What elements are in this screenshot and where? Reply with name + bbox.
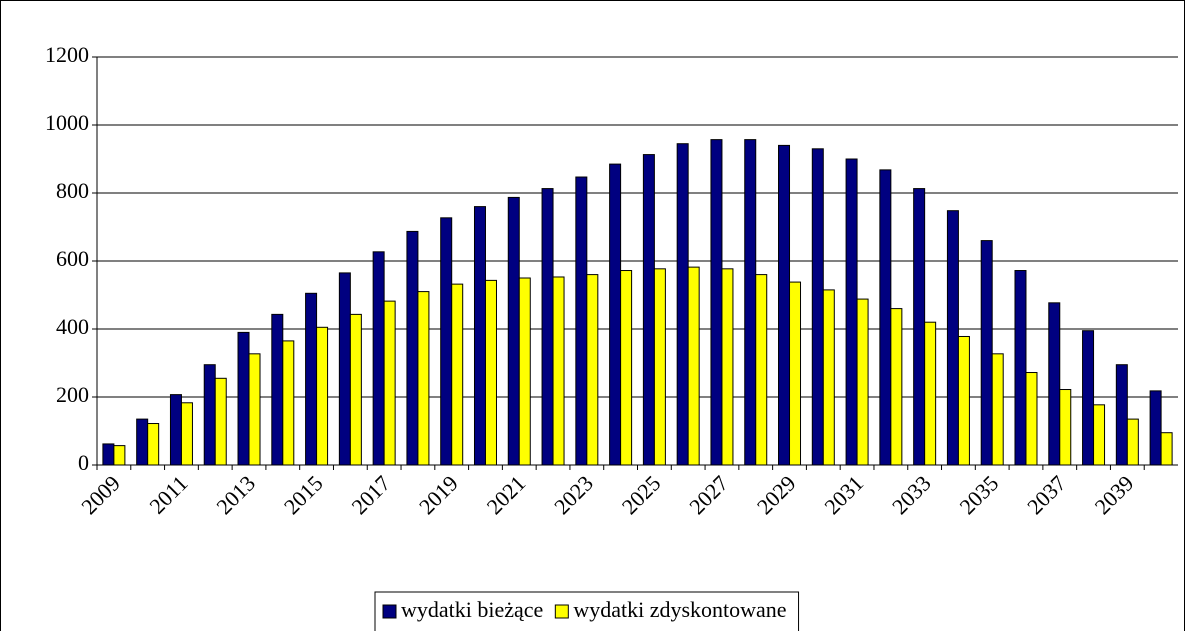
bar: [811, 148, 824, 466]
y-tick-label: 800: [56, 178, 89, 203]
legend: wydatki bieżące wydatki zdyskontowane: [374, 591, 800, 636]
bar: [552, 276, 565, 466]
y-tick-label: 0: [78, 450, 89, 475]
bar: [1149, 390, 1162, 466]
bar: [180, 402, 193, 466]
bar: [372, 251, 385, 466]
bar: [518, 277, 531, 466]
bar: [203, 364, 216, 466]
bar: [586, 274, 599, 466]
bar: [147, 423, 160, 466]
bar: [282, 340, 295, 466]
bar: [338, 272, 351, 466]
bar: [1093, 404, 1106, 466]
bar: [248, 353, 261, 466]
y-tick-label: 400: [56, 314, 89, 339]
bar: [169, 394, 182, 466]
bar: [1014, 270, 1027, 466]
legend-label: wydatki bieżące: [401, 597, 543, 622]
bar: [237, 331, 250, 466]
bar: [687, 266, 700, 466]
bar: [845, 158, 858, 466]
bar: [102, 443, 115, 466]
bar: [913, 188, 926, 466]
bar: [1126, 418, 1139, 466]
legend-swatch: [554, 604, 569, 619]
y-tick-label: 200: [56, 382, 89, 407]
bar: [991, 353, 1004, 466]
bar: [676, 143, 689, 466]
bar: [113, 445, 126, 466]
bar: [620, 270, 633, 466]
bar: [755, 274, 768, 466]
bar: [305, 292, 318, 466]
bar: [271, 313, 284, 466]
bar: [721, 268, 734, 466]
bar: [980, 240, 993, 466]
bar: [653, 268, 666, 466]
bar: [642, 154, 655, 466]
bar: [890, 308, 903, 466]
y-tick-label: 600: [56, 246, 89, 271]
bar: [316, 326, 329, 466]
bar: [789, 281, 802, 466]
bar: [440, 217, 453, 466]
bar: [406, 230, 419, 466]
bar: [778, 144, 791, 466]
bar: [507, 196, 520, 466]
bar: [484, 279, 497, 466]
bar: [417, 291, 430, 466]
bar: [1048, 302, 1061, 466]
bar: [1082, 330, 1095, 466]
bar: [946, 210, 959, 466]
legend-label: wydatki zdyskontowane: [573, 597, 786, 622]
bar: [710, 139, 723, 466]
bar: [451, 283, 464, 466]
bar: [136, 418, 149, 466]
bar: [879, 169, 892, 466]
legend-box: [374, 591, 800, 636]
bar: [957, 335, 970, 466]
bar: [541, 188, 554, 466]
bar: [744, 139, 757, 466]
bar: [856, 298, 869, 466]
bar: [924, 321, 937, 466]
bar: [822, 289, 835, 466]
bar: [214, 377, 227, 466]
y-tick-label: 1200: [45, 42, 89, 67]
bar: [473, 206, 486, 466]
bar: [1115, 364, 1128, 466]
bar: [349, 313, 362, 466]
bar: [1059, 389, 1072, 466]
bar: [575, 176, 588, 466]
bar: [609, 163, 622, 466]
bar: [1025, 372, 1038, 466]
y-tick-label: 1000: [45, 110, 89, 135]
bar: [1160, 432, 1173, 466]
bar: [383, 300, 396, 466]
legend-swatch: [382, 604, 397, 619]
